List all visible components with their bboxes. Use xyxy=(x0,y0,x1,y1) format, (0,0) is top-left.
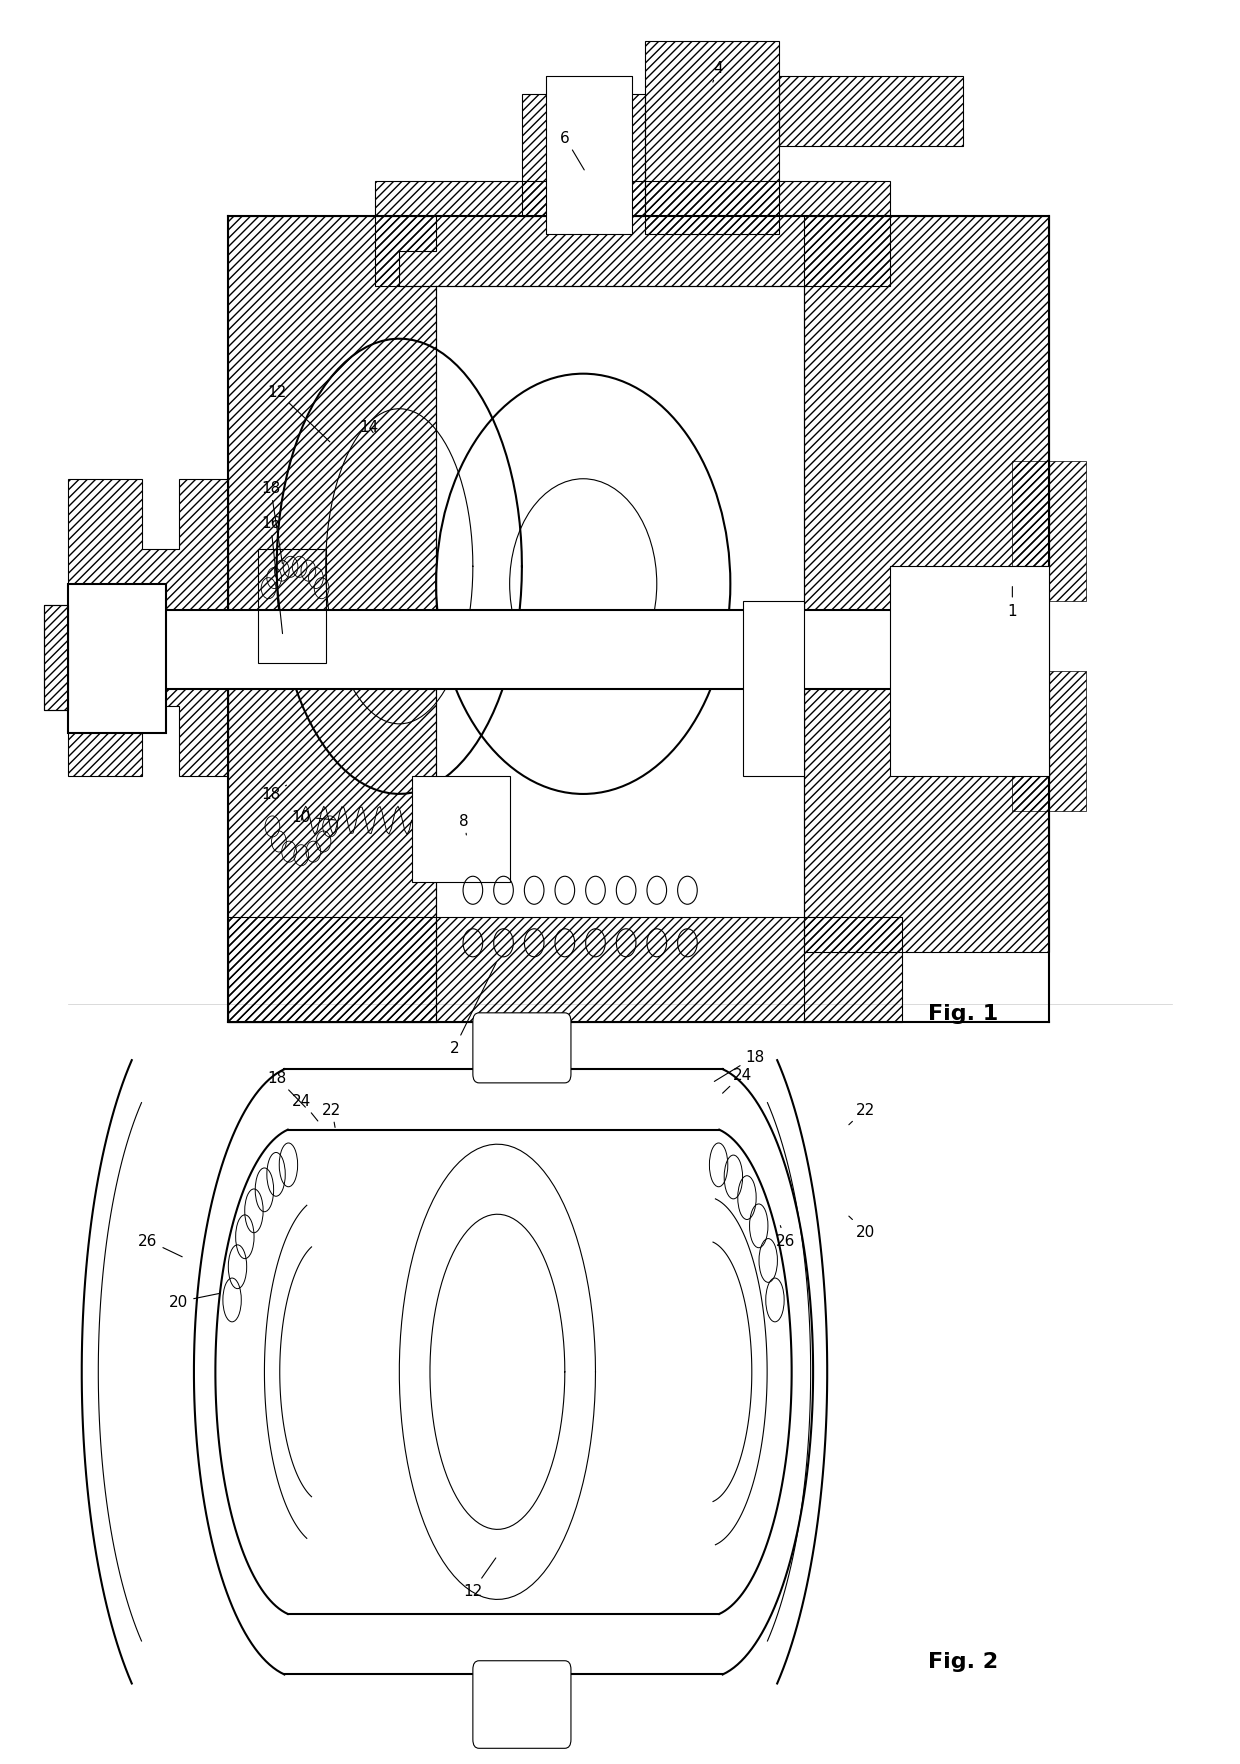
Text: 12: 12 xyxy=(267,385,330,443)
Text: Fig. 2: Fig. 2 xyxy=(929,1651,998,1671)
Text: 20: 20 xyxy=(169,1293,218,1309)
Text: 22: 22 xyxy=(322,1102,341,1127)
Bar xyxy=(43,605,68,711)
Bar xyxy=(68,584,166,734)
Text: 20: 20 xyxy=(849,1217,875,1240)
Bar xyxy=(105,610,939,690)
Text: 8: 8 xyxy=(460,813,469,836)
Bar xyxy=(412,776,510,882)
Text: 24: 24 xyxy=(723,1067,753,1094)
Bar xyxy=(547,78,632,235)
Bar xyxy=(743,602,804,776)
Text: 18: 18 xyxy=(260,482,283,564)
Bar xyxy=(228,917,901,1021)
Text: 18: 18 xyxy=(260,785,286,803)
Text: 10: 10 xyxy=(291,810,335,826)
Bar xyxy=(258,549,326,663)
Text: 26: 26 xyxy=(138,1233,182,1258)
Bar xyxy=(547,78,632,235)
Text: 24: 24 xyxy=(291,1094,317,1122)
Text: 12: 12 xyxy=(464,1558,496,1598)
Text: 26: 26 xyxy=(776,1226,795,1249)
Text: 16: 16 xyxy=(260,515,283,635)
Bar xyxy=(374,182,890,288)
Text: Fig. 1: Fig. 1 xyxy=(929,1004,998,1023)
Bar xyxy=(1012,462,1086,602)
Bar xyxy=(43,605,68,711)
Text: 2: 2 xyxy=(450,963,496,1057)
Bar xyxy=(890,566,1049,776)
Text: 1: 1 xyxy=(1008,587,1017,617)
Text: 14: 14 xyxy=(360,420,378,434)
Bar xyxy=(780,78,963,146)
Text: 6: 6 xyxy=(560,131,584,171)
Text: 18: 18 xyxy=(267,1071,305,1108)
Text: 4: 4 xyxy=(713,60,723,83)
Bar xyxy=(1012,672,1086,811)
Text: 18: 18 xyxy=(714,1050,765,1081)
Text: 22: 22 xyxy=(849,1102,875,1125)
FancyBboxPatch shape xyxy=(472,1660,570,1748)
Bar xyxy=(105,610,939,690)
FancyBboxPatch shape xyxy=(472,1013,570,1083)
